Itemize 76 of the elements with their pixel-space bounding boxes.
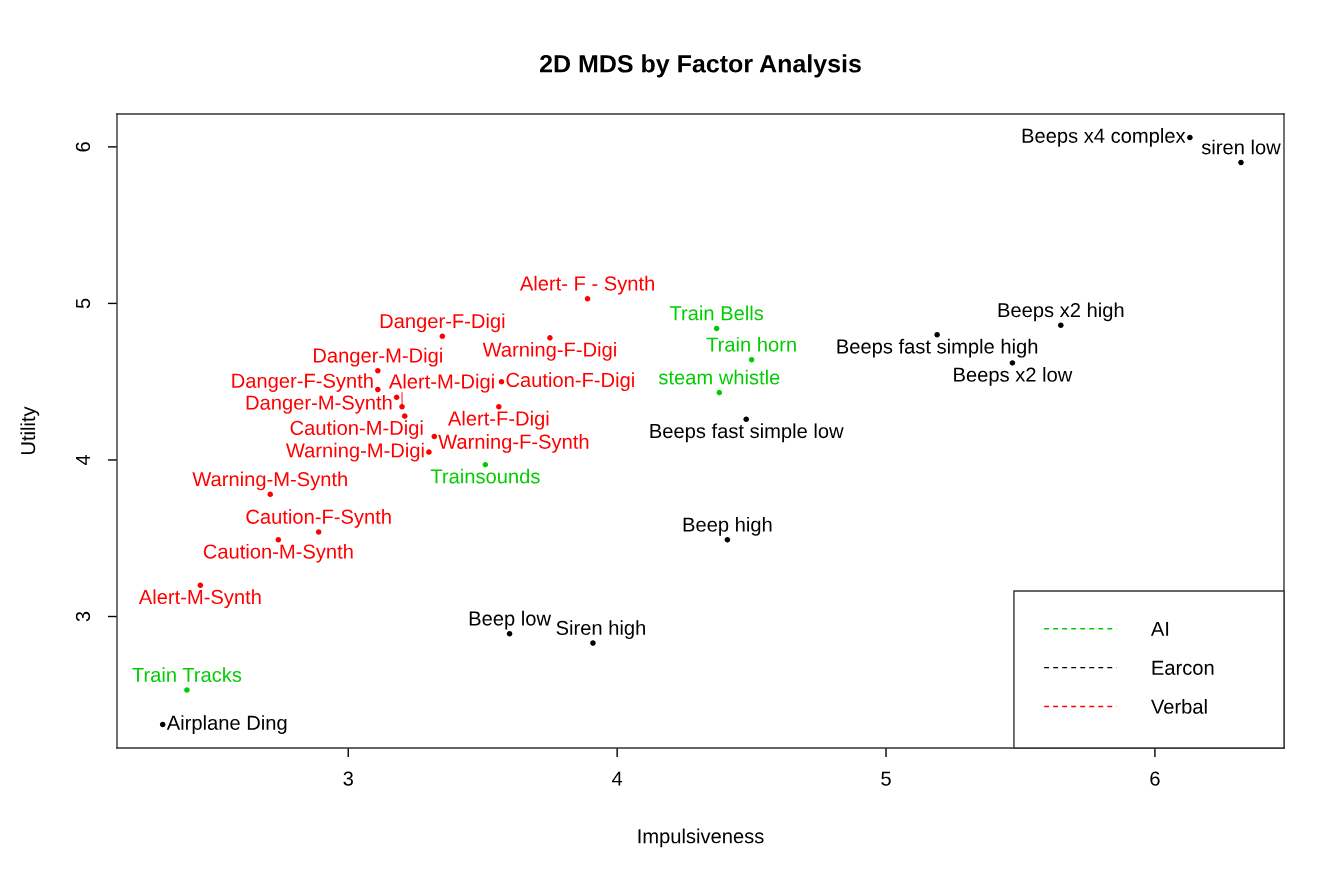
point — [1238, 159, 1244, 166]
x-tick-label: 3 — [343, 771, 353, 786]
point — [399, 403, 405, 410]
data-label: Train Bells — [669, 305, 764, 321]
y-tick-label: 5 — [76, 298, 91, 309]
point — [1187, 134, 1193, 141]
point — [724, 537, 731, 543]
point — [393, 394, 400, 401]
point — [716, 389, 723, 396]
data-label: Caution-F-Digi — [506, 372, 634, 392]
data-label: Train Tracks — [132, 667, 242, 682]
data-label: Beep low — [469, 610, 552, 630]
point — [431, 433, 438, 440]
legend-label: Verbal — [1150, 699, 1207, 714]
data-label: Caution-F-Synth — [246, 509, 391, 528]
point — [748, 356, 755, 363]
x-axis-title: Impulsiveness — [638, 828, 764, 848]
data-label: Warning-M-Digi — [285, 442, 424, 462]
data-label: Beep high — [683, 516, 772, 536]
point — [439, 333, 446, 340]
data-label: Danger-F-Digi — [380, 313, 505, 333]
data-label: Danger-M-Synth — [246, 394, 392, 414]
data-label: Beeps x2 high — [998, 302, 1124, 322]
data-label: Beeps x4 complex — [1022, 128, 1186, 147]
point — [375, 386, 381, 393]
data-label: Warning-M-Synth — [192, 471, 347, 491]
data-label: steam whistle — [658, 369, 780, 385]
data-label: Alert-F-Digi — [447, 410, 549, 430]
point — [934, 331, 940, 338]
data-label: Caution-M-Synth — [203, 543, 353, 563]
x-tick-label: 6 — [1150, 771, 1160, 786]
point — [743, 416, 749, 423]
point — [713, 325, 720, 332]
point — [590, 640, 596, 646]
y-axis-title: Utility — [20, 406, 40, 455]
point — [315, 529, 322, 535]
data-label: Trainsounds — [430, 468, 540, 484]
point — [584, 295, 591, 302]
data-label: Alert-M-Synth — [138, 589, 261, 609]
legend-label: Earcon — [1152, 660, 1214, 675]
data-label: Danger-F-Synth — [232, 373, 373, 392]
y-tick-label: 6 — [75, 142, 91, 152]
data-label: Airplane Ding — [166, 715, 287, 734]
point — [184, 687, 190, 693]
point — [498, 378, 505, 385]
data-label: Warning-F-Digi — [482, 341, 616, 361]
x-tick-label: 4 — [612, 771, 623, 786]
point — [197, 582, 204, 588]
data-label: Beeps fast simple low — [650, 423, 844, 443]
data-label: Siren high — [556, 620, 645, 639]
point — [159, 721, 166, 728]
point — [375, 367, 381, 374]
data-label: siren low — [1201, 139, 1281, 155]
data-label: Beeps fast simple high — [837, 338, 1038, 358]
data-label: Danger-M-Digi — [314, 347, 442, 367]
point — [547, 335, 553, 341]
legend-label: AI — [1150, 621, 1169, 636]
y-tick-label: 4 — [76, 454, 90, 466]
data-label: Beeps x2 low — [954, 367, 1073, 386]
point — [496, 403, 502, 410]
point — [1058, 322, 1064, 329]
x-tick-label: 5 — [881, 771, 891, 786]
data-label: Caution-M-Digi — [290, 420, 423, 440]
point — [275, 537, 282, 543]
chart-title: 2D MDS by Factor Analysis — [539, 54, 861, 78]
data-label: Train horn — [706, 336, 796, 352]
data-label: Alert-M-Digi — [388, 373, 494, 393]
point — [1009, 360, 1016, 366]
point — [267, 491, 274, 498]
point — [401, 413, 408, 419]
data-label: Warning-F-Synth — [438, 434, 589, 453]
point — [482, 461, 489, 468]
point — [426, 449, 432, 455]
y-tick-label: 3 — [75, 611, 91, 622]
point — [506, 630, 513, 637]
data-label: Alert- F - Synth — [519, 275, 654, 295]
